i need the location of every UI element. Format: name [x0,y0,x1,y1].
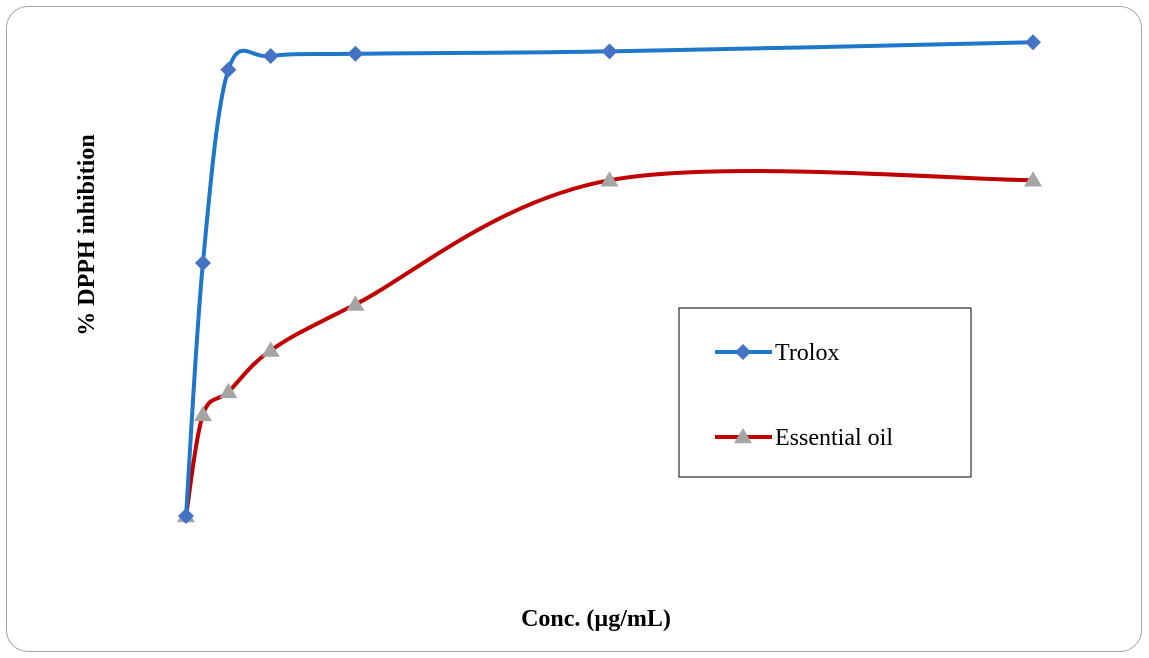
data-point-essential-oil-1 [193,405,212,422]
data-point-trolox-6 [1025,34,1041,51]
legend-marker-essential-oil [734,428,752,444]
legend-box [678,307,972,478]
legend: Trolox Essential oil [678,307,972,478]
data-point-essential-oil-6 [1024,171,1042,187]
data-point-trolox-3 [262,48,279,64]
legend-label-essential-oil: Essential oil [775,425,893,451]
data-point-trolox-1 [194,255,211,271]
data-point-trolox-0 [178,508,194,524]
data-point-trolox-5 [601,43,618,60]
legend-label-trolox: Trolox [775,340,839,366]
legend-marker-trolox [735,344,751,360]
x-axis-title: Conc. (µg/mL) [521,606,671,632]
data-point-essential-oil-2 [219,382,238,399]
series-line-trolox [184,40,1034,517]
data-point-essential-oil-4 [346,295,365,311]
data-point-trolox-4 [347,45,364,62]
legend-items: Trolox Essential oil [715,340,893,451]
data-point-essential-oil-5 [600,171,619,187]
data-point-essential-oil-3 [261,341,280,357]
y-axis-title: % DPPH inhibition [74,134,100,335]
data-point-trolox-2 [220,61,237,78]
series-layer [177,34,1042,524]
